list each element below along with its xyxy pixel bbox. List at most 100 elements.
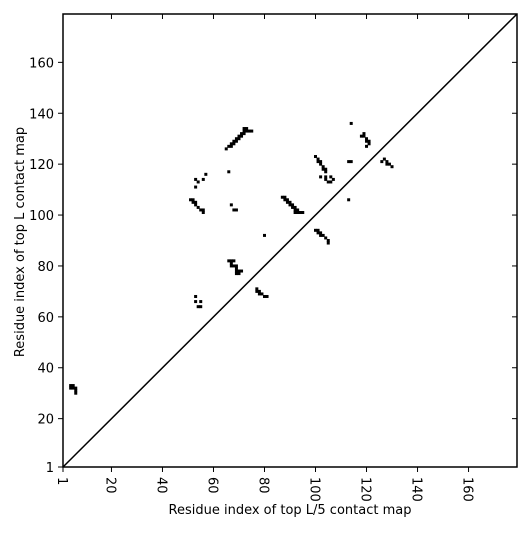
- contact-point: [362, 134, 366, 138]
- contact-point: [265, 294, 269, 298]
- contact-point: [194, 200, 198, 204]
- contact-point: [232, 208, 236, 212]
- y-tick-label: 120: [29, 158, 54, 173]
- contact-point: [247, 129, 251, 133]
- contact-point: [324, 236, 328, 240]
- contact-point: [288, 203, 292, 207]
- contact-point: [367, 142, 371, 146]
- contact-point: [321, 167, 325, 171]
- contact-point: [229, 203, 233, 207]
- x-axis-label: Residue index of top L/5 contact map: [169, 503, 412, 518]
- contact-point: [255, 289, 259, 293]
- contact-point: [69, 384, 73, 388]
- contact-point: [74, 391, 78, 395]
- contact-point: [69, 386, 73, 390]
- contact-point: [380, 160, 384, 164]
- contact-point: [296, 211, 300, 215]
- contact-point: [316, 157, 320, 161]
- contact-point: [194, 177, 198, 181]
- contact-point: [298, 211, 302, 215]
- x-tick-label: 120: [358, 477, 373, 502]
- contact-point: [224, 147, 228, 151]
- contact-point: [257, 292, 261, 296]
- y-tick-label: 100: [29, 209, 54, 224]
- x-tick-label: 80: [255, 477, 270, 494]
- contact-point: [326, 239, 330, 242]
- contact-point: [280, 195, 284, 199]
- contact-point: [349, 121, 353, 125]
- contact-point: [291, 203, 295, 207]
- contact-point: [227, 170, 231, 174]
- contact-point: [229, 264, 233, 268]
- contact-point: [319, 162, 323, 166]
- contact-point: [326, 241, 330, 245]
- contact-point: [237, 137, 241, 141]
- contact-point: [237, 272, 241, 276]
- contact-point: [347, 160, 351, 164]
- x-tick-label: 60: [204, 477, 219, 494]
- x-tick-label: 20: [102, 477, 117, 494]
- contact-point: [191, 198, 195, 202]
- contact-point: [365, 144, 369, 148]
- contact-point: [240, 132, 244, 136]
- contact-point: [189, 198, 193, 202]
- contact-point: [204, 172, 208, 176]
- contact-point: [250, 129, 254, 133]
- contact-point: [234, 272, 238, 276]
- contact-point: [255, 287, 259, 291]
- contact-point: [227, 144, 231, 148]
- plot-frame: [62, 13, 518, 468]
- x-tick-label: 160: [460, 477, 475, 502]
- contact-point: [387, 162, 391, 166]
- contact-point: [324, 170, 328, 174]
- contact-point: [232, 142, 236, 146]
- contact-point: [196, 305, 200, 309]
- contact-point: [191, 200, 195, 204]
- contact-point: [390, 165, 394, 169]
- y-tick-label: 140: [29, 107, 54, 122]
- contact-point: [196, 205, 200, 209]
- contact-point: [242, 132, 246, 136]
- x-tick-label: 40: [153, 477, 168, 494]
- contact-point: [288, 200, 292, 204]
- contact-point: [324, 175, 328, 179]
- contact-point: [240, 134, 244, 138]
- contact-point: [314, 228, 318, 232]
- contact-point: [237, 134, 241, 138]
- contact-point: [362, 132, 366, 136]
- contact-point: [196, 180, 200, 184]
- contact-point: [245, 129, 249, 133]
- y-axis-label: Residue index of top L contact map: [13, 127, 28, 357]
- contact-point: [319, 175, 323, 179]
- contact-point: [316, 228, 320, 232]
- contact-point: [385, 162, 389, 166]
- contact-point: [234, 139, 238, 143]
- contact-point: [201, 177, 205, 181]
- contact-point: [74, 389, 78, 393]
- contact-point: [194, 185, 198, 189]
- contact-point: [283, 195, 287, 199]
- contact-point: [283, 198, 287, 202]
- contact-point: [234, 266, 238, 270]
- contact-point: [229, 142, 233, 146]
- contact-point: [329, 180, 333, 184]
- contact-point: [319, 233, 323, 237]
- contact-point: [229, 259, 233, 263]
- contact-point: [242, 129, 246, 133]
- contact-point: [285, 198, 289, 202]
- contact-point: [293, 208, 297, 212]
- contact-point: [293, 205, 297, 209]
- contact-point: [232, 259, 236, 263]
- contact-point: [347, 198, 351, 202]
- contact-point: [324, 177, 328, 181]
- contact-point: [291, 205, 295, 209]
- y-tick-label: 1: [46, 461, 54, 476]
- y-tick-label: 20: [37, 413, 54, 428]
- contact-point: [331, 177, 335, 181]
- contact-point: [257, 289, 261, 293]
- contact-point: [365, 139, 369, 143]
- contact-point: [329, 175, 333, 179]
- contact-point: [296, 208, 300, 212]
- contact-point: [71, 386, 75, 390]
- contact-point: [232, 264, 236, 268]
